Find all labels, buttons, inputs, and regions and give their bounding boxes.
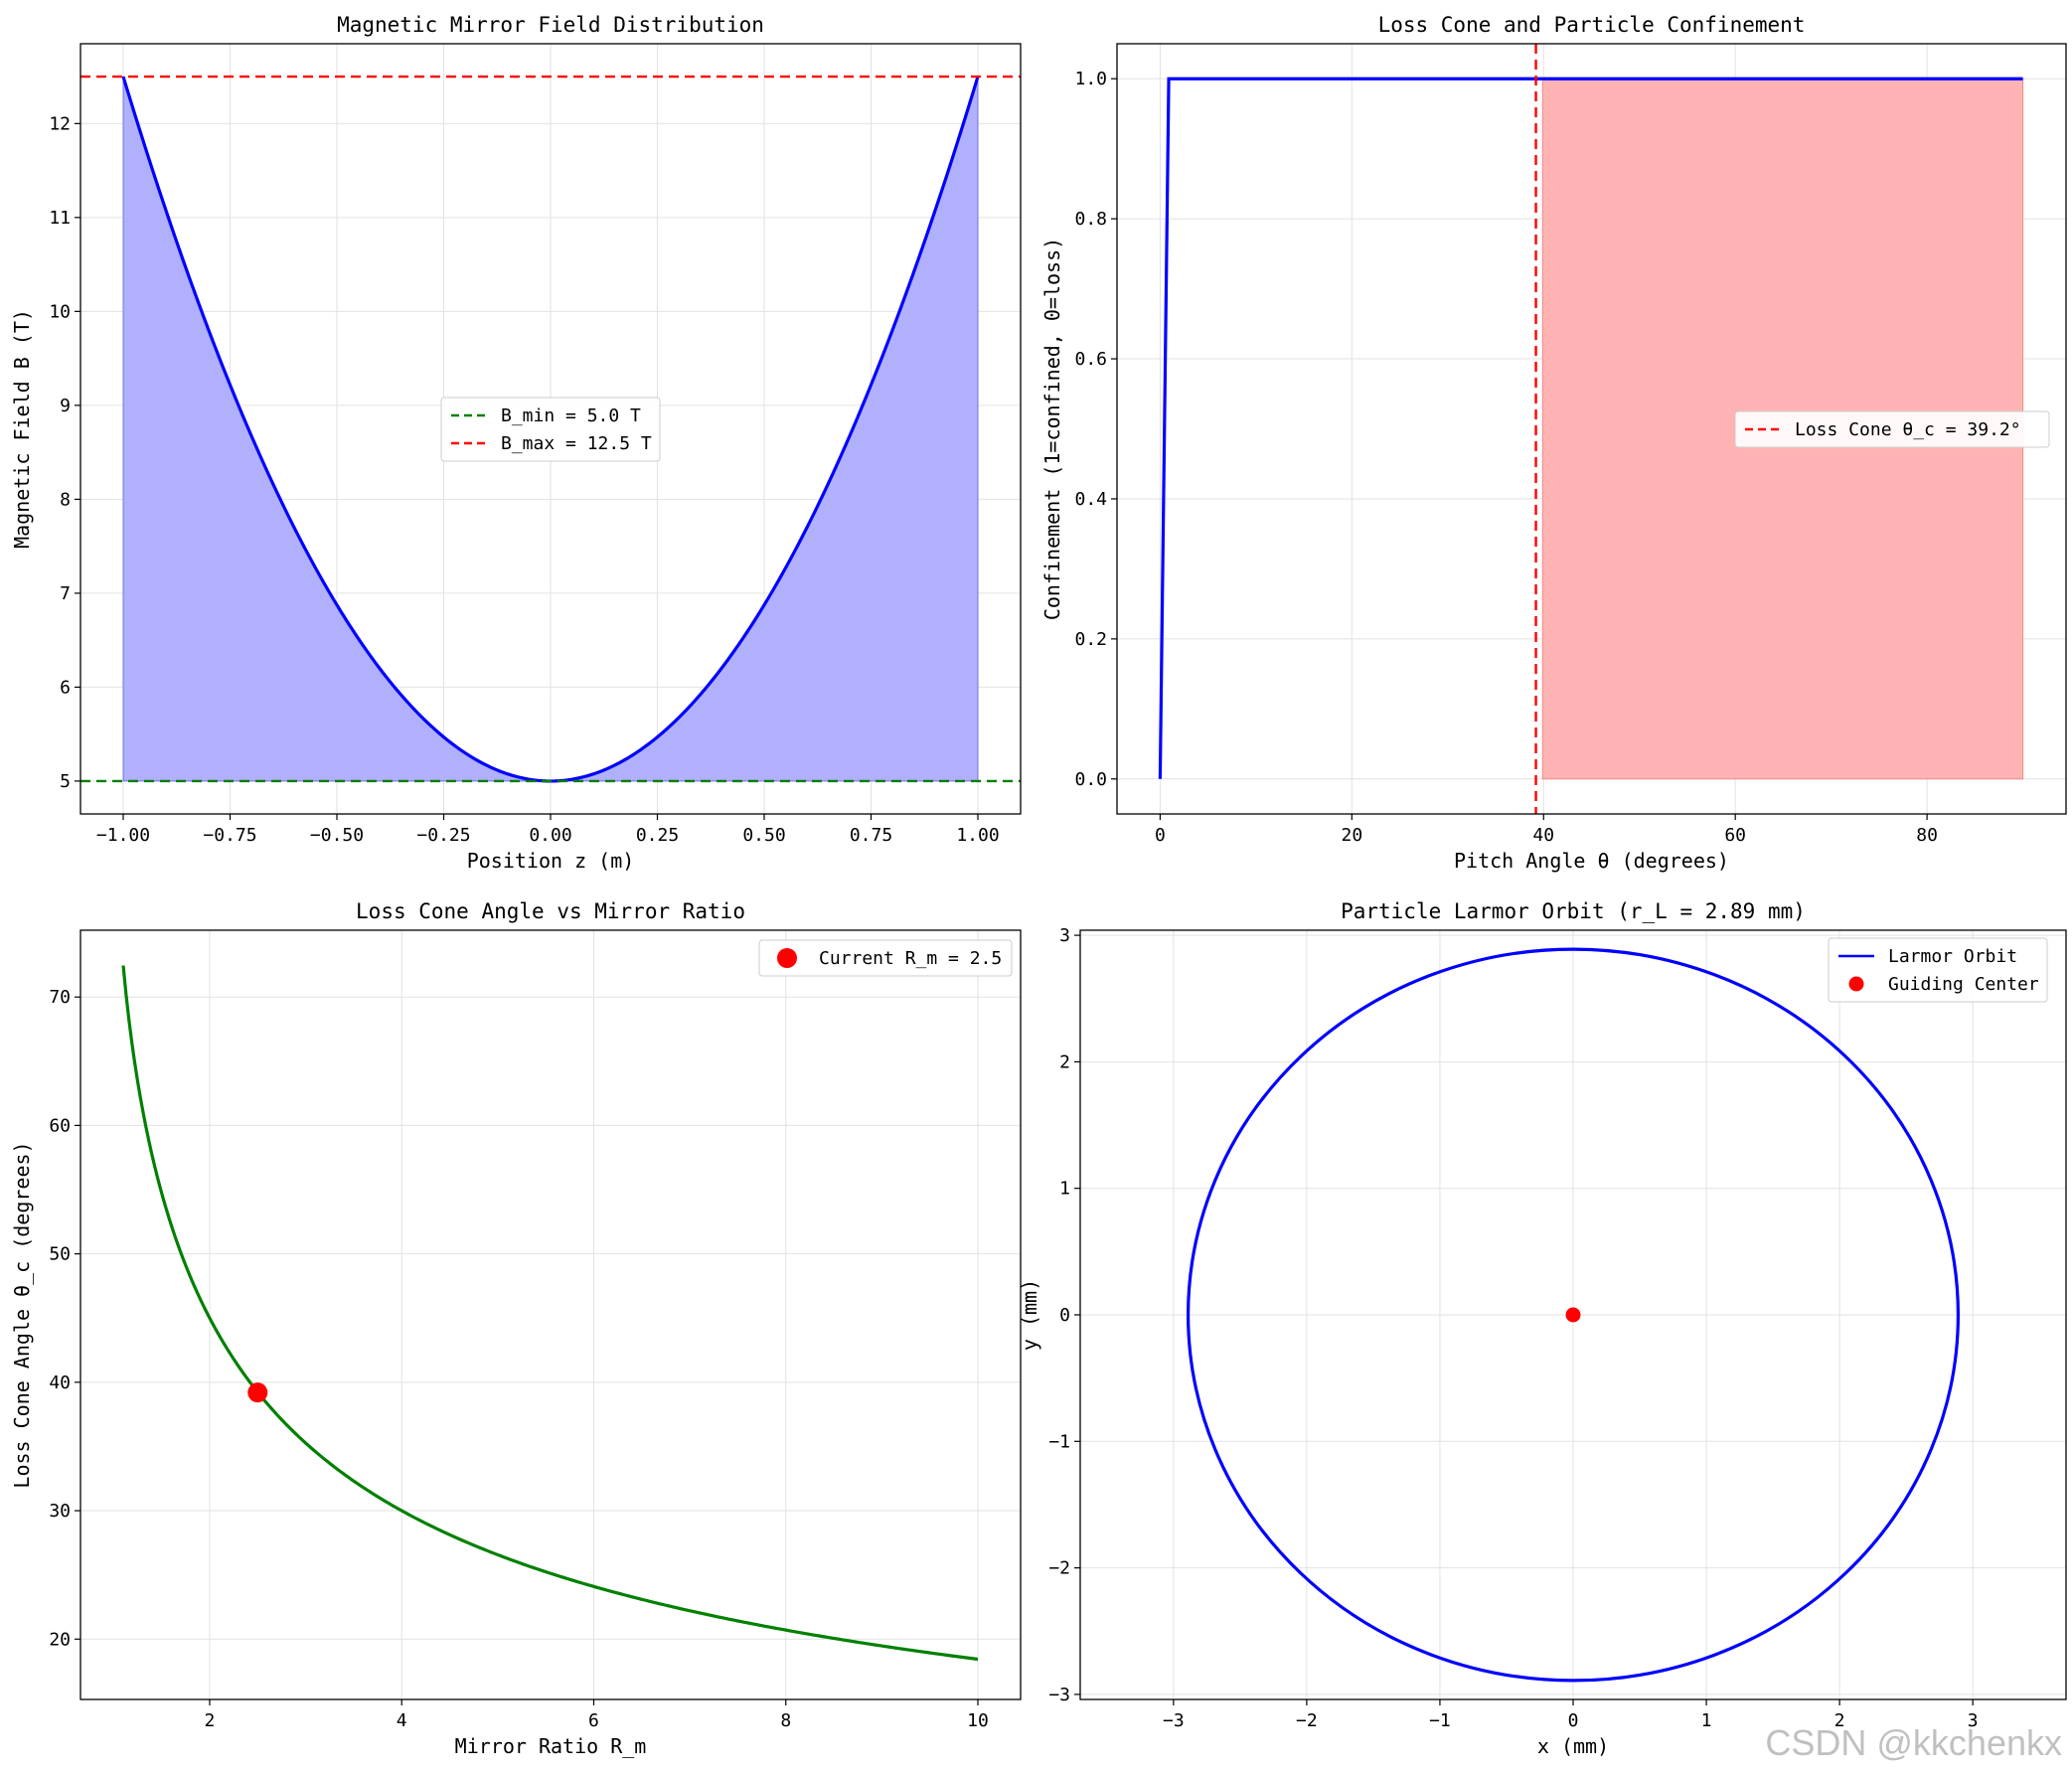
- ytick-label: −3: [1048, 1685, 1070, 1705]
- x-axis-label: Pitch Angle θ (degrees): [1454, 849, 1729, 873]
- xtick-label: 0.25: [636, 825, 679, 846]
- chart-title: Magnetic Mirror Field Distribution: [337, 13, 764, 37]
- ytick-label: 6: [60, 677, 71, 698]
- xtick-label: −0.50: [310, 825, 364, 846]
- grid: [80, 930, 1021, 1699]
- ytick-label: 30: [49, 1501, 71, 1522]
- xtick-label: 0: [1155, 825, 1166, 846]
- xtick-label: 0.75: [850, 825, 892, 846]
- current-point-marker: [247, 1382, 268, 1403]
- xtick-label: −1.00: [96, 825, 150, 846]
- ytick-label: 20: [49, 1629, 71, 1650]
- xtick-label: 4: [397, 1710, 407, 1731]
- ytick-label: 0.8: [1074, 209, 1107, 230]
- axes-frame: [80, 929, 1022, 1700]
- legend-box: [1828, 937, 2048, 1003]
- ytick-label: 0.4: [1074, 489, 1107, 510]
- y-axis-label: Confinement (1=confined, 0=loss): [1040, 238, 1064, 620]
- xtick-label: 80: [1916, 825, 1938, 846]
- ytick-label: 0.6: [1074, 349, 1107, 370]
- ytick-label: 10: [49, 301, 71, 322]
- subplot-1: −1.00 −0.75 −0.50 −0.25 0.00 0.25 0.50 0.75 1.00…: [10, 13, 1022, 873]
- ytick-label: 0.0: [1074, 769, 1107, 790]
- grid: [1080, 930, 2066, 1699]
- xtick-label: −1: [1429, 1710, 1451, 1731]
- ytick-label: 12: [49, 113, 71, 134]
- xtick-label: 1: [1701, 1710, 1712, 1731]
- confinement-line: [1158, 77, 2023, 779]
- chart-title: Loss Cone Angle vs Mirror Ratio: [356, 899, 745, 923]
- watermark: CSDN @kkchenkx: [1765, 1722, 2062, 1763]
- ytick-label: 5: [60, 771, 71, 792]
- legend-box: [758, 939, 1013, 977]
- subplot-4: −3 −2 −1 0 1 2 3 −3 −2 −1 0 1 2 3 Particle Larmor Orbi…: [1018, 899, 2067, 1758]
- y-axis-label: Loss Cone Angle θ_c (degrees): [10, 1141, 34, 1488]
- xtick-label: 2: [1834, 1710, 1845, 1731]
- ytick-label: 1.0: [1074, 69, 1107, 89]
- ytick-label: −2: [1048, 1558, 1070, 1579]
- axes-frame: [80, 43, 1022, 815]
- legend-label: Guiding Center: [1888, 974, 2039, 995]
- legend-box: [1734, 410, 2050, 448]
- ytick-label: 8: [60, 489, 71, 510]
- xtick-label: 8: [780, 1710, 791, 1731]
- chart-title: Particle Larmor Orbit (r_L = 2.89 mm): [1341, 899, 1806, 923]
- subplot-3: 2 4 6 8 10 20 30 40 50 60 70 Loss Cone Angle vs Mir…: [10, 899, 1022, 1758]
- chart-title: Loss Cone and Particle Confinement: [1378, 13, 1806, 37]
- x-axis-label: Mirror Ratio R_m: [455, 1734, 647, 1758]
- ytick-label: 60: [49, 1115, 71, 1136]
- ytick-label: 40: [49, 1372, 71, 1393]
- xtick-label: −2: [1296, 1710, 1318, 1731]
- legend-label: B_max = 12.5 T: [501, 433, 652, 454]
- y-axis-label: Magnetic Field B (T): [10, 309, 34, 549]
- ytick-label: 3: [1059, 925, 1070, 946]
- axes-frame: [1079, 929, 2067, 1700]
- xtick-label: 0.50: [742, 825, 785, 846]
- xtick-label: 0.00: [529, 825, 571, 846]
- legend-label: Current R_m = 2.5: [819, 948, 1002, 969]
- ytick-label: 0: [1059, 1305, 1070, 1326]
- legend-label: Loss Cone θ_c = 39.2°: [1795, 419, 2021, 440]
- xtick-label: 3: [1968, 1710, 1979, 1731]
- xtick-label: 1.00: [956, 825, 999, 846]
- xtick-label: 2: [205, 1710, 216, 1731]
- ytick-label: 70: [49, 987, 71, 1008]
- y-axis-label: y (mm): [1018, 1279, 1041, 1351]
- xtick-label: 40: [1532, 825, 1554, 846]
- legend-swatch: [777, 948, 797, 968]
- ytick-label: 0.2: [1074, 629, 1107, 650]
- loss-cone-curve: [121, 965, 979, 1662]
- xtick-label: 6: [588, 1710, 599, 1731]
- xtick-label: 0: [1568, 1710, 1579, 1731]
- subplot-2: 0 20 40 60 80 0.0 0.2 0.4 0.6 0.8 1.0 Loss Cone and…: [1040, 13, 2067, 873]
- ytick-label: 9: [60, 396, 71, 416]
- larmor-orbit-circle: [1186, 947, 1961, 1683]
- ytick-label: 50: [49, 1244, 71, 1265]
- xtick-label: 20: [1341, 825, 1362, 846]
- legend-box: [440, 397, 661, 462]
- legend-label: Larmor Orbit: [1888, 946, 2017, 967]
- guiding-center-marker: [1565, 1307, 1581, 1323]
- xtick-label: −0.25: [416, 825, 470, 846]
- xtick-label: −3: [1163, 1710, 1185, 1731]
- x-axis-label: Position z (m): [467, 849, 635, 873]
- ytick-label: 1: [1059, 1179, 1070, 1200]
- x-axis-label: x (mm): [1537, 1734, 1609, 1758]
- legend-swatch: [1848, 976, 1864, 992]
- ytick-label: 11: [49, 208, 71, 229]
- ytick-label: −1: [1048, 1431, 1070, 1452]
- xtick-label: −0.75: [203, 825, 256, 846]
- xtick-label: 60: [1724, 825, 1746, 846]
- ytick-label: 2: [1059, 1051, 1070, 1072]
- legend-label: B_min = 5.0 T: [501, 405, 641, 426]
- axes-frame: [1116, 43, 2067, 815]
- xtick-label: 10: [967, 1710, 989, 1731]
- ytick-label: 7: [60, 583, 71, 604]
